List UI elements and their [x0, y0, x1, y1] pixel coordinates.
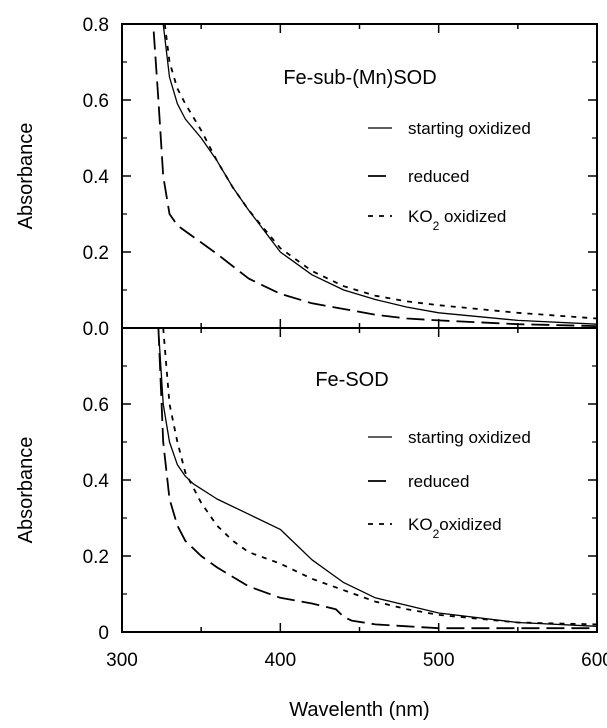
x-axis-title: Wavelenth (nm) [289, 699, 429, 721]
series-line-starting-oxidized [157, 328, 597, 627]
y-tick-label: 0.4 [83, 167, 110, 188]
y-axis-title: Absorbance [15, 123, 37, 230]
y-tick-label: 0.4 [83, 471, 110, 492]
x-tick-label: 400 [264, 650, 296, 671]
x-tick-label: 500 [423, 650, 455, 671]
panel-title: Fe-sub-(Mn)SOD [283, 67, 436, 89]
chart-text: 0.0 0.2 0.4 0.6 0.8 Absorbance Fe-sub-(Mn)SOD 0… [15, 15, 607, 721]
y-tick-label: 0.8 [83, 15, 109, 36]
series-line-ko2-oxidized [162, 328, 597, 626]
y-tick-label: 0.6 [83, 91, 109, 112]
legend-label: starting oxidized [408, 428, 531, 447]
legend-label: reduced [408, 167, 469, 186]
x-tick-label: 600 [581, 650, 607, 671]
legend-label: reduced [408, 472, 469, 491]
legend-label: KO2oxidized [408, 515, 502, 541]
data-series [152, 24, 597, 630]
panel-title: Fe-SOD [315, 369, 388, 391]
y-tick-label: 0.2 [83, 243, 109, 264]
y-tick-label: 0.2 [83, 547, 109, 568]
legend-label: KO2 oxidized [408, 207, 506, 233]
series-line-starting-oxidized [162, 24, 597, 325]
series-line-ko2-oxidized [163, 24, 597, 320]
y-tick-label: 0.0 [83, 319, 109, 340]
legends: starting oxidized reduced KO2 oxidized star… [368, 119, 531, 541]
x-tick-label: 300 [106, 650, 138, 671]
y-tick-label: 0 [98, 623, 109, 644]
series-line-reduced [152, 31, 597, 327]
series-line-reduced [157, 328, 597, 630]
legend-label: starting oxidized [408, 119, 531, 138]
axis-ticks [121, 23, 598, 633]
y-axis-title: Absorbance [15, 437, 37, 544]
y-tick-label: 0.6 [83, 395, 109, 416]
